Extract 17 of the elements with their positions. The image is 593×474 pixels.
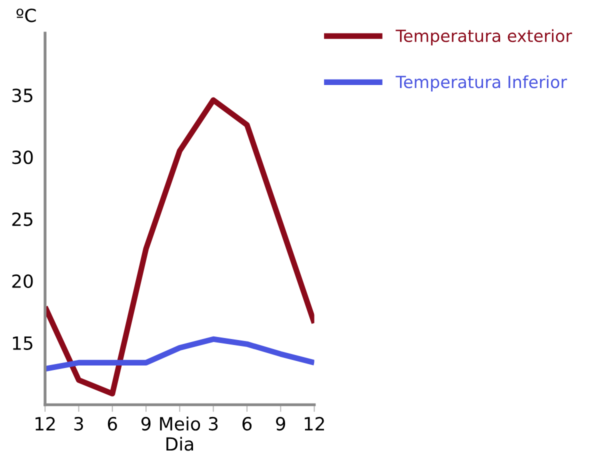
x-tick-label: Meio Dia [160,416,200,451]
x-tick-label: 6 [108,416,117,431]
y-tick-label: 15 [12,336,32,350]
x-tick-label: 12 [36,416,55,430]
x-tick-label: 3 [208,416,218,431]
x-tick-label: 9 [276,416,286,431]
y-tick-label: 30 [12,150,33,164]
y-axis-title: ºC [16,8,36,22]
y-tick-label: 20 [12,274,33,288]
y-tick-label: 25 [12,212,32,226]
legend-label: Temperatura Inferior [396,75,568,92]
x-tick-label: 3 [74,416,84,431]
x-tick-label: 12 [304,416,324,430]
x-tick-label: 6 [242,416,252,431]
x-tick-label: 9 [141,416,150,431]
y-tick-label: 35 [12,88,32,102]
legend-label: Temperatura exterior [396,29,572,46]
